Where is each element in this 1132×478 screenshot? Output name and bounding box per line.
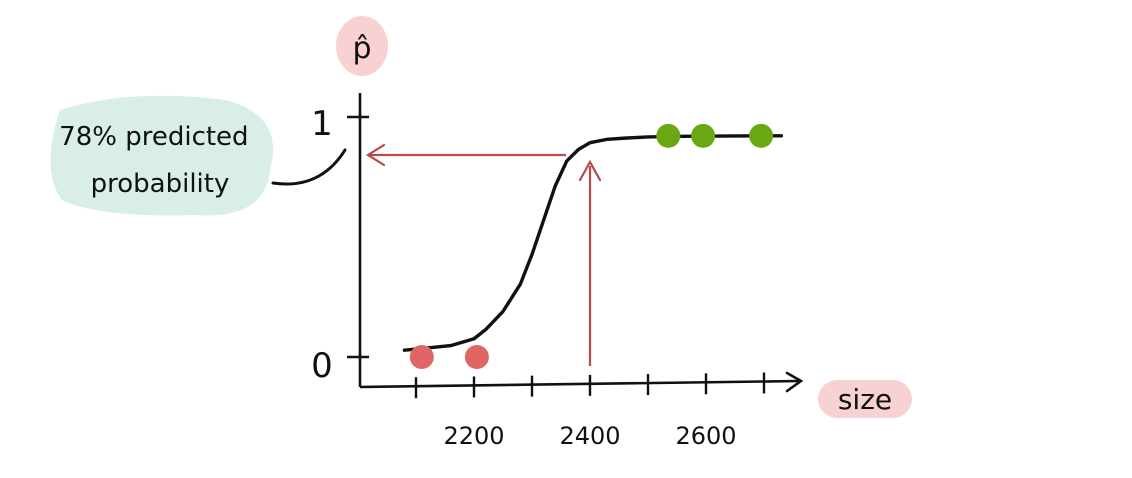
- series-layer: [402, 123, 784, 369]
- x-tick-label-2400: 2400: [559, 422, 620, 450]
- y-tick-label-1: 1: [311, 104, 333, 144]
- annotation-text: 78% predicted probability: [59, 122, 257, 199]
- data-point-1-0: [409, 345, 434, 369]
- ylabel-bubble: [336, 16, 388, 76]
- y-tick-label-0: 0: [311, 346, 333, 386]
- x-axis-label: size: [838, 383, 892, 416]
- vertical-arrowhead: [578, 159, 602, 182]
- x-axis: [359, 379, 801, 389]
- x-axis-arrowhead: [785, 371, 804, 393]
- xlabel-bubble: [818, 380, 912, 418]
- x-ticks: 2200 2400 2600: [414, 372, 766, 450]
- annotation-bubble: [50, 95, 273, 216]
- x-tick-label-2200: 2200: [443, 422, 504, 450]
- data-point-2-1: [691, 123, 716, 148]
- data-point-2-2: [749, 123, 774, 148]
- lookup-arrows: [365, 143, 602, 366]
- horizontal-arrowhead: [365, 143, 386, 167]
- x-tick-label-2600: 2600: [675, 422, 736, 450]
- data-point-2-0: [656, 123, 681, 148]
- annotation-connector: [271, 148, 347, 186]
- y-axis-label: p̂: [352, 31, 371, 66]
- data-point-1-1: [464, 345, 489, 369]
